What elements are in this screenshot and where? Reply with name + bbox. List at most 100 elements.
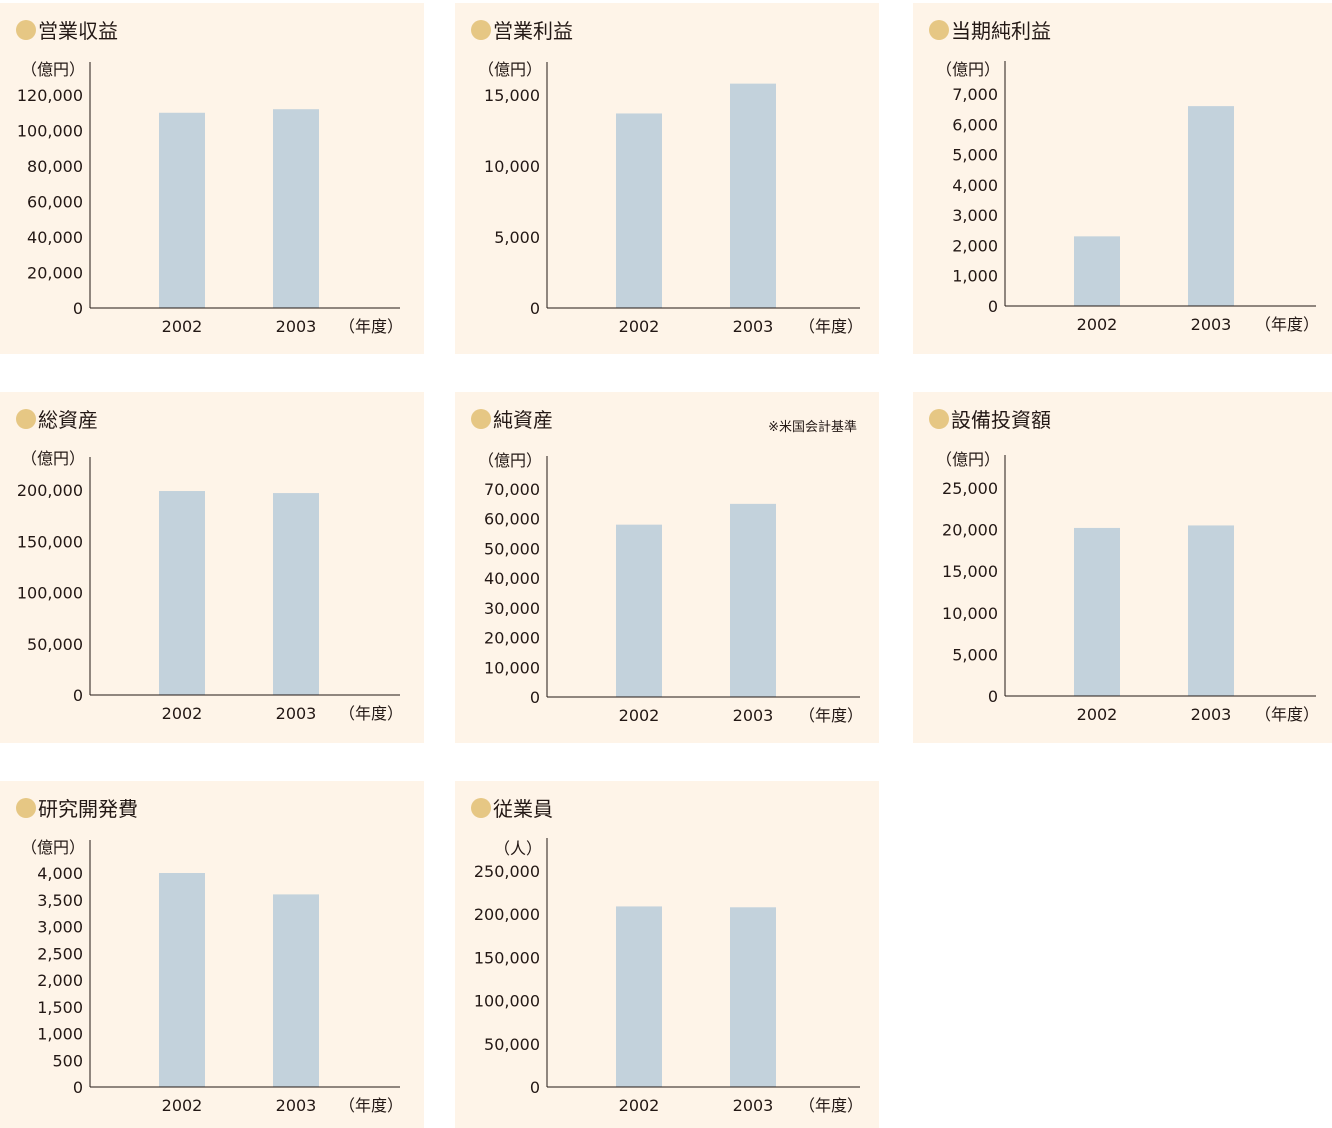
- x-axis-unit-label: （年度）: [799, 706, 863, 725]
- y-tick-label: 30,000: [484, 599, 540, 618]
- x-tick-label: 2003: [733, 317, 774, 336]
- y-tick-label: 0: [73, 1078, 83, 1097]
- x-tick-label: 2002: [162, 317, 203, 336]
- y-tick-label: 0: [988, 687, 998, 706]
- bar: [1074, 527, 1120, 696]
- title-bullet-icon: [471, 797, 491, 818]
- y-tick-label: 3,000: [952, 206, 998, 225]
- y-axis-unit-label: （億円）: [478, 60, 542, 79]
- y-tick-label: 40,000: [484, 569, 540, 588]
- bar: [616, 906, 662, 1087]
- y-tick-label: 70,000: [484, 480, 540, 499]
- title-bullet-icon: [471, 408, 491, 429]
- bar-chart: （億円） 0 10,000 20,000 30,000 40,000 50,000 60,00…: [478, 451, 863, 725]
- bar: [273, 109, 319, 308]
- y-tick-label: 5,000: [952, 146, 998, 165]
- y-tick-label: 4,000: [952, 176, 998, 195]
- chart-title: 設備投資額: [929, 404, 1051, 433]
- y-tick-label: 150,000: [17, 532, 83, 551]
- y-tick-label: 7,000: [952, 85, 998, 104]
- chart-title: 当期純利益: [929, 15, 1051, 44]
- y-tick-label: 0: [73, 686, 83, 705]
- y-tick-label: 250,000: [474, 862, 540, 881]
- bar-chart: （億円） 0 1,000 2,000 3,000 4,000 5,000 6,000 7,000…: [936, 60, 1319, 334]
- y-axis-unit-label: （億円）: [936, 60, 1000, 79]
- x-tick-label: 2003: [276, 317, 317, 336]
- x-tick-label: 2003: [733, 706, 774, 725]
- chart-panel-total-assets: 総資産 （億円） 0 50,000 100,000 150,000 200,000 2002…: [0, 392, 424, 743]
- title-bullet-icon: [16, 408, 36, 429]
- x-axis-unit-label: （年度）: [1255, 705, 1319, 724]
- y-axis-unit-label: （億円）: [478, 451, 542, 470]
- x-tick-label: 2002: [619, 706, 660, 725]
- chart-panel-employees: 従業員 （人） 0 50,000 100,000 150,000 200,000 250,0…: [455, 781, 879, 1128]
- y-tick-label: 2,000: [952, 236, 998, 255]
- y-tick-label: 4,000: [37, 864, 83, 883]
- x-tick-label: 2003: [733, 1096, 774, 1115]
- y-tick-label: 15,000: [942, 562, 998, 581]
- chart-title: 総資産: [16, 404, 98, 433]
- y-tick-label: 80,000: [27, 157, 83, 176]
- y-tick-label: 50,000: [27, 635, 83, 654]
- chart-title-text: 営業利益: [493, 19, 573, 43]
- y-tick-label: 10,000: [484, 658, 540, 677]
- y-tick-label: 100,000: [474, 992, 540, 1011]
- chart-title: 営業利益: [471, 15, 573, 44]
- y-tick-label: 1,500: [37, 998, 83, 1017]
- y-tick-label: 3,000: [37, 918, 83, 937]
- y-tick-label: 100,000: [17, 122, 83, 141]
- y-axis-unit-label: （億円）: [21, 838, 85, 857]
- chart-title-text: 総資産: [38, 408, 98, 432]
- bar-chart: （億円） 0 500 1,000 1,500 2,000 2,500 3,000 3,500 4,…: [21, 838, 403, 1115]
- bar: [730, 503, 776, 697]
- x-axis-unit-label: （年度）: [799, 317, 863, 336]
- bar-chart: （人） 0 50,000 100,000 150,000 200,000 250,000 20…: [474, 838, 863, 1115]
- y-tick-label: 200,000: [474, 905, 540, 924]
- bar-chart: （億円） 0 5,000 10,000 15,000 20,000 25,000 2002 20…: [936, 450, 1319, 724]
- y-tick-label: 25,000: [942, 479, 998, 498]
- x-tick-label: 2002: [619, 1096, 660, 1115]
- chart-title-text: 研究開発費: [38, 797, 138, 821]
- x-tick-label: 2002: [1077, 705, 1118, 724]
- y-tick-label: 0: [530, 688, 540, 707]
- bar: [159, 491, 205, 695]
- y-tick-label: 60,000: [27, 193, 83, 212]
- y-axis-unit-label: （人）: [494, 839, 542, 858]
- y-axis-unit-label: （億円）: [21, 60, 85, 79]
- bar: [1188, 525, 1234, 696]
- y-tick-label: 6,000: [952, 115, 998, 134]
- x-tick-label: 2002: [162, 1096, 203, 1115]
- bar-chart: （億円） 0 20,000 40,000 60,000 80,000 100,000 120,…: [17, 60, 403, 336]
- x-tick-label: 2002: [162, 704, 203, 723]
- x-axis-unit-label: （年度）: [339, 704, 403, 723]
- bar: [273, 493, 319, 695]
- y-tick-label: 20,000: [942, 521, 998, 540]
- title-bullet-icon: [929, 19, 949, 40]
- y-tick-label: 40,000: [27, 228, 83, 247]
- y-tick-label: 0: [73, 299, 83, 318]
- y-tick-label: 5,000: [952, 645, 998, 664]
- chart-panel-operating-income: 営業利益 （億円） 0 5,000 10,000 15,000 2002 2003 （年度）: [455, 3, 879, 354]
- chart-title: 純資産: [471, 404, 553, 433]
- chart-title-text: 当期純利益: [951, 19, 1051, 43]
- bar: [159, 112, 205, 308]
- x-axis-unit-label: （年度）: [1255, 315, 1319, 334]
- y-tick-label: 200,000: [17, 481, 83, 500]
- title-bullet-icon: [471, 19, 491, 40]
- bar-chart: （億円） 0 5,000 10,000 15,000 2002 2003 （年度）: [478, 60, 863, 336]
- chart-title-text: 営業収益: [38, 19, 118, 43]
- y-tick-label: 50,000: [484, 539, 540, 558]
- y-tick-label: 3,500: [37, 891, 83, 910]
- y-tick-label: 60,000: [484, 510, 540, 529]
- y-tick-label: 100,000: [17, 584, 83, 603]
- title-bullet-icon: [16, 797, 36, 818]
- x-tick-label: 2002: [619, 317, 660, 336]
- bar: [616, 524, 662, 697]
- chart-title-text: 従業員: [493, 797, 553, 821]
- y-tick-label: 20,000: [484, 629, 540, 648]
- bar: [159, 873, 205, 1087]
- bar-chart: （億円） 0 50,000 100,000 150,000 200,000 2002 2003…: [17, 449, 403, 723]
- chart-title: 従業員: [471, 793, 553, 822]
- y-tick-label: 2,500: [37, 944, 83, 963]
- chart-title: 研究開発費: [16, 793, 138, 822]
